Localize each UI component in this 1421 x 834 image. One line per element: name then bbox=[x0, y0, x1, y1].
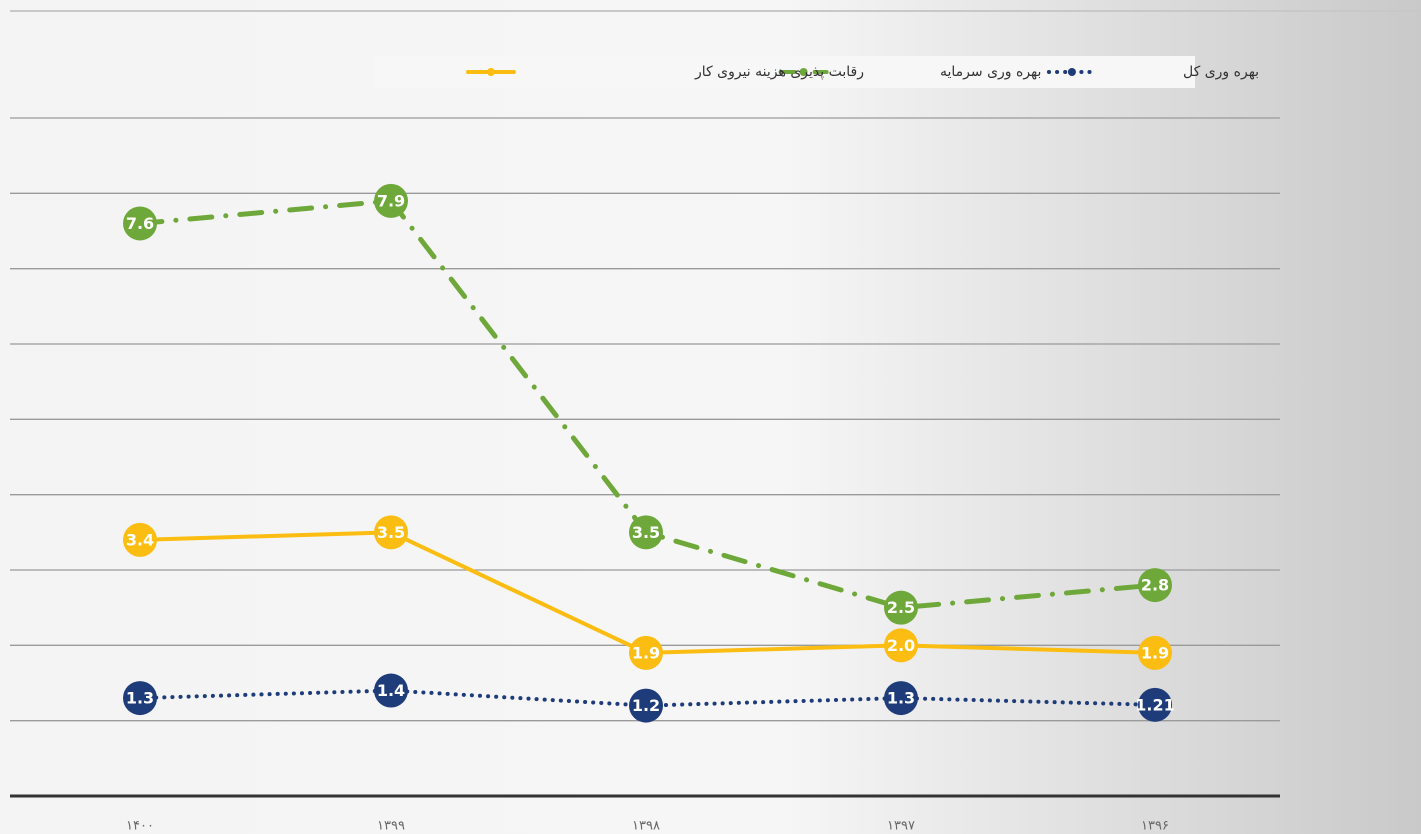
data-label: 1.21 bbox=[1135, 695, 1174, 714]
data-label: 3.5 bbox=[377, 523, 405, 542]
data-point bbox=[629, 688, 663, 723]
data-label: 1.3 bbox=[887, 689, 915, 708]
data-point bbox=[1138, 687, 1172, 722]
data-point bbox=[374, 183, 408, 218]
legend-marker bbox=[1067, 68, 1076, 76]
legend-marker bbox=[487, 68, 496, 76]
legend-label: بهره وری سرمایه bbox=[940, 64, 1041, 80]
x-tick-label: ۱۴۰۰ bbox=[126, 819, 154, 834]
data-point bbox=[1138, 635, 1172, 670]
data-label: 3.5 bbox=[632, 523, 660, 542]
x-tick-label: ۱۳۹۸ bbox=[632, 819, 660, 834]
data-label: 2.0 bbox=[887, 636, 915, 655]
data-point bbox=[1138, 568, 1172, 603]
data-point bbox=[374, 673, 408, 708]
data-point bbox=[123, 681, 157, 716]
data-label: 1.9 bbox=[632, 643, 660, 662]
data-point bbox=[374, 515, 408, 550]
data-label: 1.3 bbox=[126, 689, 154, 708]
data-label: 1.9 bbox=[1141, 643, 1169, 662]
data-label: 2.5 bbox=[887, 598, 915, 617]
x-tick-label: ۱۳۹۹ bbox=[377, 819, 405, 834]
x-tick-label: ۱۳۹۷ bbox=[887, 819, 915, 834]
data-point bbox=[884, 590, 918, 625]
data-label: 1.2 bbox=[632, 696, 660, 715]
data-point bbox=[629, 635, 663, 670]
data-point bbox=[884, 681, 918, 716]
data-point bbox=[123, 522, 157, 557]
x-tick-label: ۱۳۹۶ bbox=[1141, 819, 1169, 834]
legend-label: رقابت پذیری هزینه نیروی کار bbox=[694, 64, 864, 80]
data-point bbox=[123, 206, 157, 241]
legend-label: بهره وری کل bbox=[1183, 64, 1259, 80]
data-point bbox=[629, 515, 663, 550]
data-label: 2.8 bbox=[1141, 576, 1169, 595]
data-label: 1.4 bbox=[377, 681, 405, 700]
data-label: 7.6 bbox=[126, 214, 154, 233]
data-label: 3.4 bbox=[126, 530, 154, 549]
data-label: 7.9 bbox=[377, 191, 405, 210]
legend-marker bbox=[799, 68, 808, 76]
data-point bbox=[884, 628, 918, 663]
